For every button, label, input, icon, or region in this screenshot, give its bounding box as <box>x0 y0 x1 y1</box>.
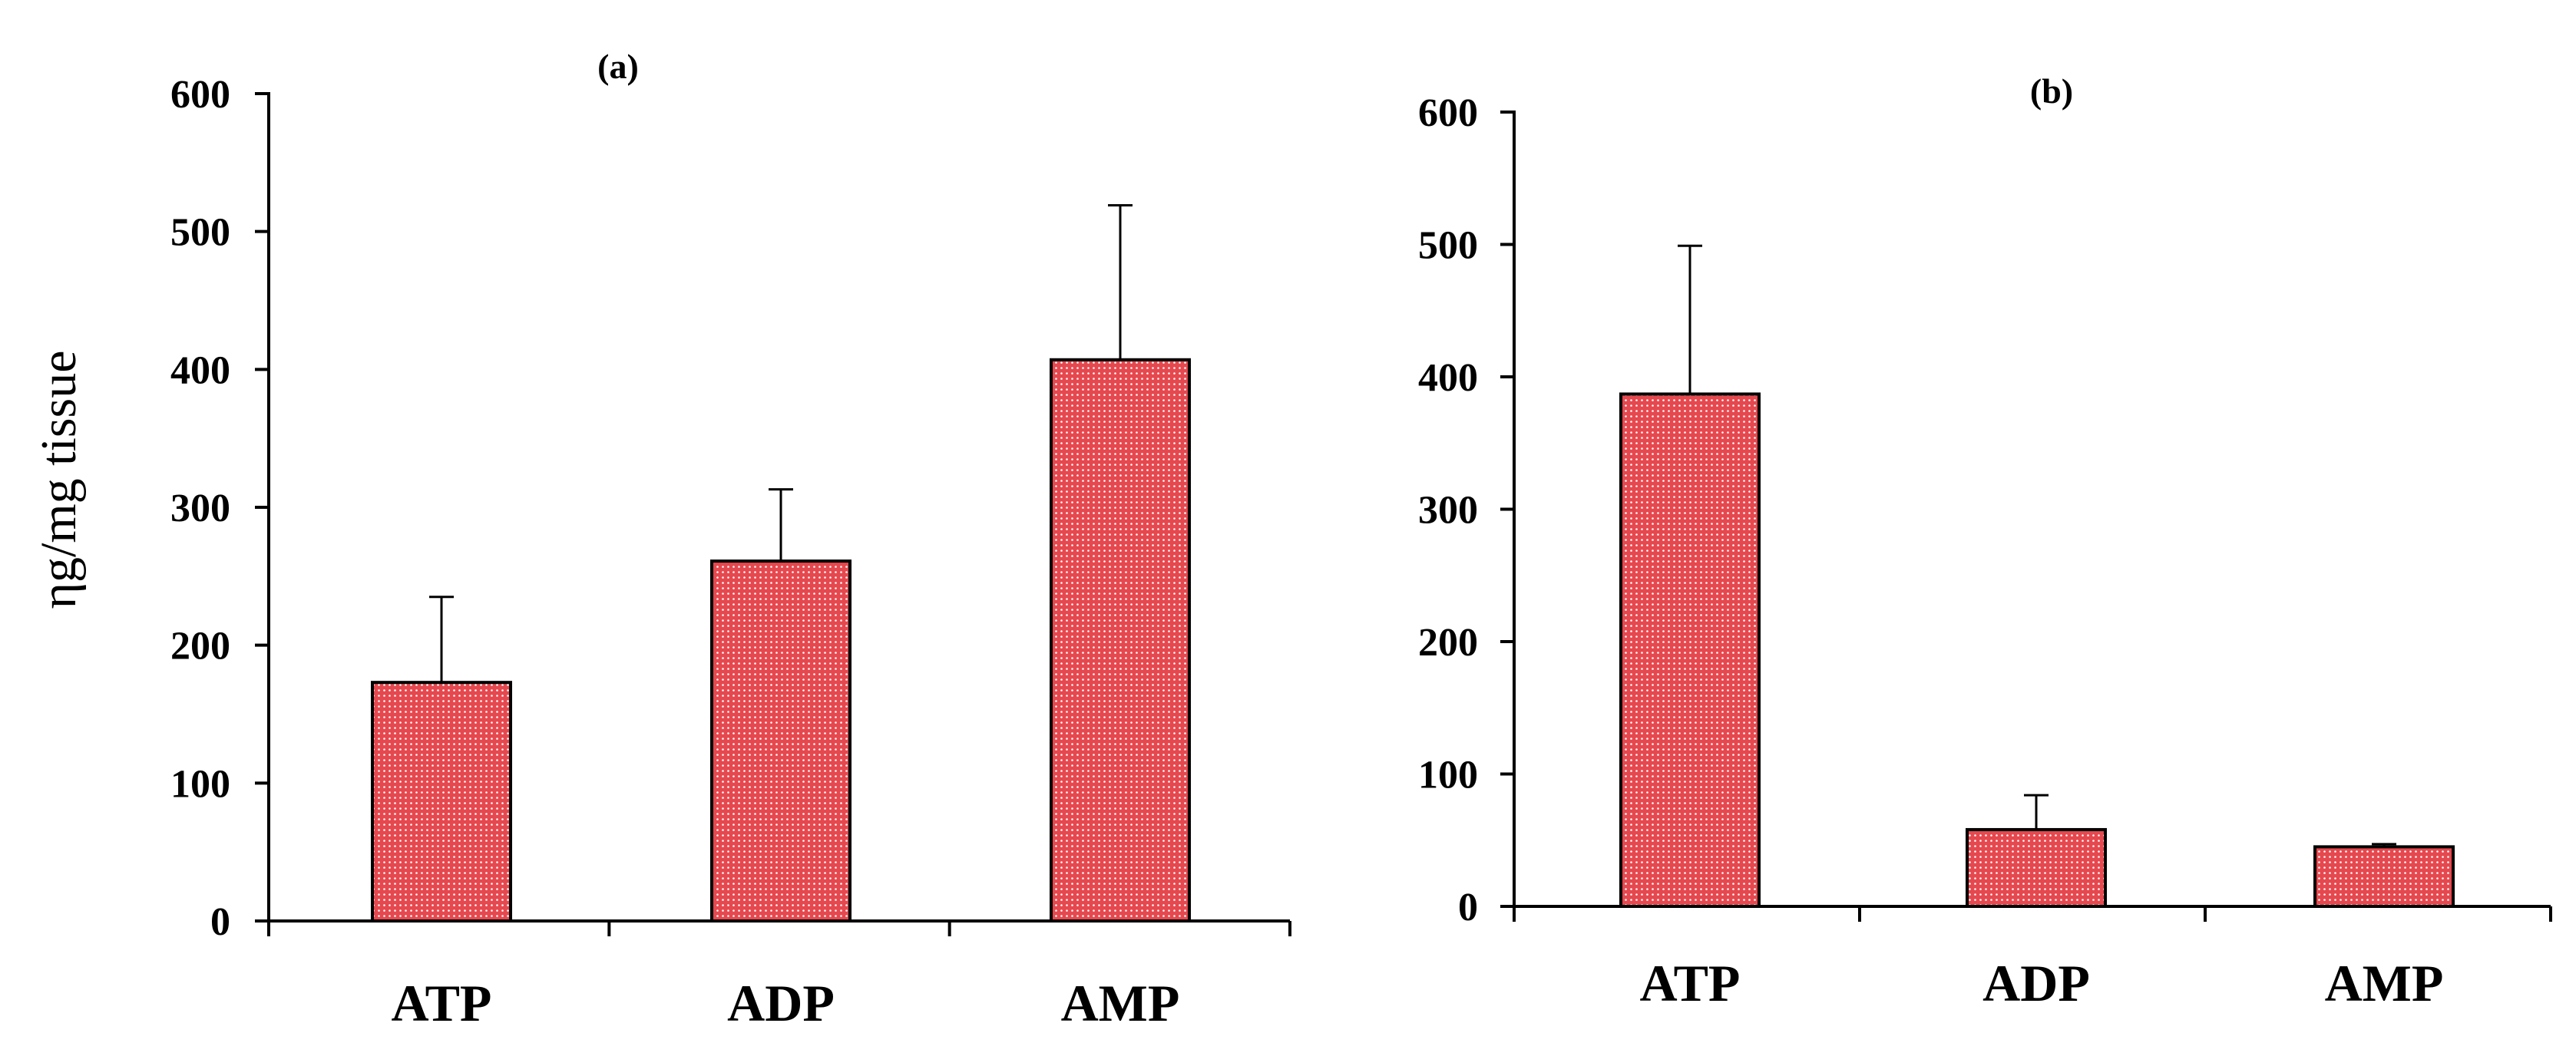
panel-b: (b) 0 100 200 300 400 500 600 ATP ADP AMP <box>1418 71 2552 1012</box>
x-tick-label-atp: ATP <box>1640 954 1741 1012</box>
panel-b-marks: 0 100 200 300 400 500 600 ATP ADP AMP <box>1418 91 2552 1012</box>
x-tick-label-adp: ADP <box>727 974 835 1032</box>
x-tick-label-atp: ATP <box>392 974 492 1032</box>
x-tick-label-adp: ADP <box>1982 954 2090 1012</box>
y-tick-label: 200 <box>1418 621 1478 665</box>
panel-title-a: (a) <box>597 47 639 86</box>
y-tick-label: 500 <box>170 211 230 255</box>
y-tick-label: 0 <box>210 900 230 944</box>
bar-amp <box>2313 845 2455 908</box>
panel-a: ηg/mg tissue (a) 0 100 200 300 400 500 600 ATP A… <box>31 47 1291 1032</box>
x-tick-label-amp: AMP <box>2325 954 2444 1012</box>
y-tick-label: 200 <box>170 625 230 668</box>
bar-adp <box>1966 827 2107 908</box>
y-axis-title: ηg/mg tissue <box>31 350 87 609</box>
panel-title-b: (b) <box>2030 71 2073 111</box>
y-tick-label: 0 <box>1458 886 1478 929</box>
y-tick-label: 600 <box>170 73 230 117</box>
y-tick-label: 400 <box>1418 356 1478 400</box>
y-tick-label: 300 <box>170 487 230 530</box>
bar-adp <box>710 559 852 923</box>
y-tick-label: 400 <box>170 348 230 392</box>
bar-atp <box>371 681 512 923</box>
x-tick-label-amp: AMP <box>1061 974 1180 1032</box>
y-tick-label: 100 <box>170 762 230 806</box>
bar-amp <box>1050 358 1191 923</box>
y-tick-label: 300 <box>1418 489 1478 533</box>
bar-atp <box>1619 392 1761 908</box>
y-tick-label: 500 <box>1418 224 1478 268</box>
y-tick-label: 100 <box>1418 754 1478 797</box>
panel-a-marks: 0 100 200 300 400 500 600 ATP ADP AMP <box>170 73 1291 1032</box>
y-tick-label: 600 <box>1418 91 1478 135</box>
